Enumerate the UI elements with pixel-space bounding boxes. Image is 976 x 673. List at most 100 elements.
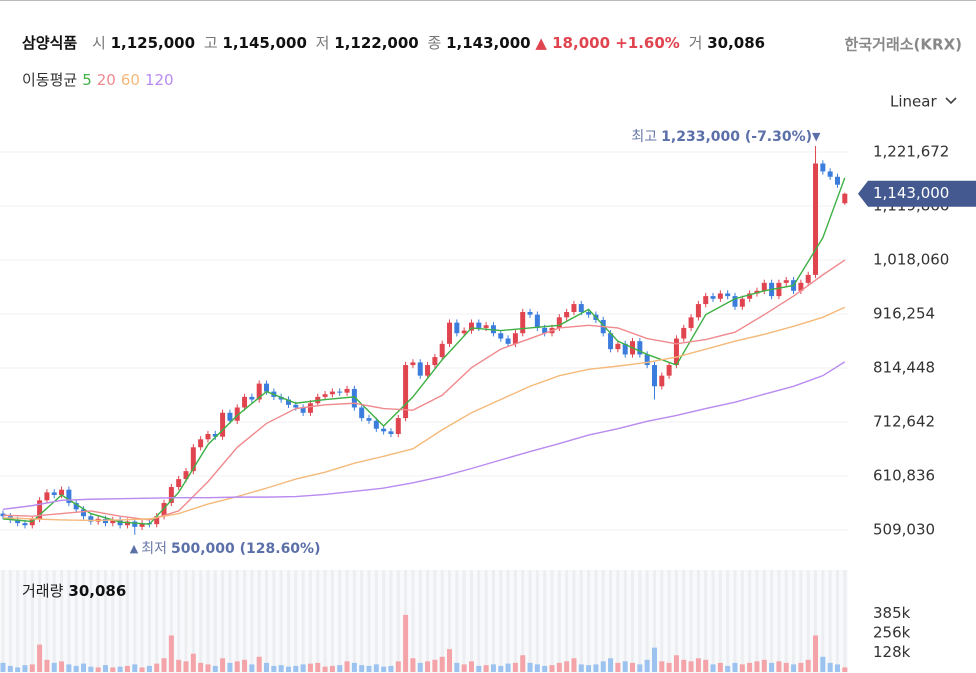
volume-bar [637, 664, 643, 672]
volume-bar [315, 662, 321, 672]
candle-body [205, 434, 211, 440]
volume-bar [322, 666, 328, 672]
candle-body [168, 487, 174, 503]
volume-bar [205, 664, 211, 672]
volume-bar [0, 662, 6, 672]
candle-body [761, 282, 767, 291]
y-tick-label: 509,030 [873, 521, 935, 539]
candle-body [359, 407, 365, 419]
volume-bar [29, 664, 35, 672]
volume-title: 거래량 30,086 [22, 582, 126, 600]
volume-bar [293, 665, 299, 672]
volume-bar [512, 662, 518, 672]
volume-bar [820, 656, 826, 672]
volume-tick-label: 385k [873, 604, 911, 622]
candle-body [651, 365, 657, 387]
volume-bar [439, 656, 445, 672]
volume-bar [717, 662, 723, 672]
candle-body [842, 193, 848, 204]
volume-bar [139, 667, 145, 672]
candle-body [820, 163, 826, 172]
volume-bar [212, 665, 218, 672]
annotation-label: 최저 [141, 541, 167, 557]
candle-body [278, 396, 284, 400]
volume-bar [432, 659, 438, 672]
volume-bar [176, 659, 182, 672]
candle-body [805, 274, 811, 283]
candle-body [183, 471, 189, 480]
volume-bar [95, 667, 101, 672]
candle-body [813, 163, 819, 275]
candle-body [212, 434, 218, 437]
candle-body [425, 365, 431, 376]
candle-body [293, 404, 299, 408]
volume-bar [761, 659, 767, 672]
volume-bar [249, 664, 255, 672]
candle-body [578, 304, 584, 313]
candle-body [102, 518, 108, 524]
candle-body [329, 391, 335, 395]
y-tick-label: 916,254 [873, 305, 935, 323]
annotation-value: 500,000 (128.60%) [171, 541, 321, 557]
scale-dropdown[interactable]: Linear [890, 93, 957, 111]
candle-body [688, 317, 694, 328]
volume-bar [220, 658, 226, 672]
ma-legend-item: 120 [145, 71, 174, 89]
volume-bar [66, 664, 72, 672]
scale-mode[interactable]: Linear [890, 93, 937, 111]
candle-body [344, 388, 350, 393]
low-annotation: ▲ 최저 500,000 (128.60%) [130, 541, 321, 557]
volume-bar [447, 649, 453, 672]
candle-body [73, 502, 79, 510]
candle-body [15, 519, 21, 524]
volume-bar [37, 644, 43, 672]
annotation-marker: ▲ [130, 542, 139, 555]
low-value: 1,122,000 [334, 34, 418, 52]
volume-bar [520, 655, 526, 672]
volume-bar [842, 667, 848, 672]
candle-body [322, 394, 328, 397]
volume-value: 30,086 [707, 34, 765, 52]
candle-body [388, 431, 394, 435]
price-tag-label: 1,143,000 [873, 184, 949, 202]
annotation-value: 1,233,000 (-7.30%) [661, 129, 812, 145]
volume-bar [271, 665, 277, 672]
candle-body [725, 293, 731, 297]
volume-bar [593, 664, 599, 672]
volume-bar [183, 661, 189, 672]
volume-bar [527, 662, 533, 672]
candle-body [622, 343, 628, 355]
candle-body [681, 327, 687, 339]
volume-bar [7, 665, 13, 672]
volume-bar [827, 662, 833, 672]
volume-bar [586, 665, 592, 672]
volume-bar [783, 662, 789, 672]
volume-bar [351, 662, 357, 672]
volume-bar [417, 662, 423, 672]
candle-body [59, 489, 65, 496]
candle-body [395, 418, 401, 435]
candle-body [351, 388, 357, 408]
candle-body [534, 314, 540, 328]
candle-body [710, 296, 716, 299]
candle-body [37, 500, 43, 519]
candle-body [468, 322, 474, 331]
candle-body [154, 516, 160, 525]
volume-bar [59, 661, 65, 672]
candle-body [776, 282, 782, 297]
moving-average [2, 177, 846, 525]
candle-body [161, 502, 167, 517]
candle-body [242, 396, 248, 408]
candle-body [498, 333, 504, 339]
volume-bar [403, 614, 409, 672]
open-label: 시 [92, 34, 106, 52]
candle-body [505, 338, 511, 344]
volume-bar [739, 664, 745, 672]
candle-body [300, 407, 306, 413]
volume-bar [534, 664, 540, 672]
volume-bar [798, 662, 804, 672]
y-tick-label: 712,642 [873, 413, 935, 431]
volume-tick-label: 128k [873, 643, 911, 661]
candle-body [461, 330, 467, 334]
volume-bar [498, 665, 504, 672]
